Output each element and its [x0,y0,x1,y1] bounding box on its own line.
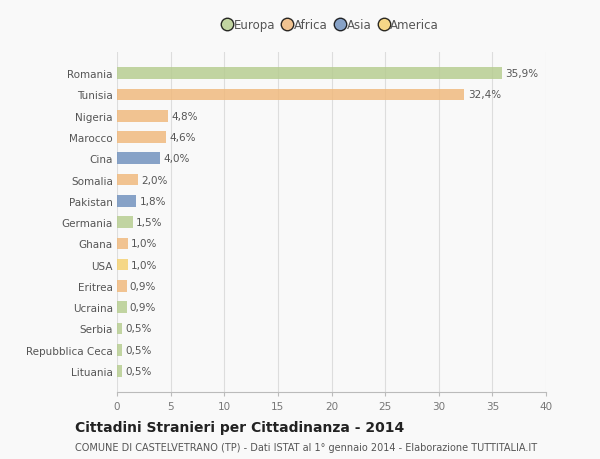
Text: COMUNE DI CASTELVETRANO (TP) - Dati ISTAT al 1° gennaio 2014 - Elaborazione TUTT: COMUNE DI CASTELVETRANO (TP) - Dati ISTA… [75,442,537,452]
Bar [117,344,122,356]
Text: 1,8%: 1,8% [140,196,166,207]
Text: 4,6%: 4,6% [170,133,196,143]
Text: 0,5%: 0,5% [125,366,152,376]
Text: 2,0%: 2,0% [142,175,168,185]
Bar [117,280,127,292]
Bar [117,132,166,144]
Text: 0,5%: 0,5% [125,324,152,334]
Text: 4,0%: 4,0% [163,154,190,164]
Bar [117,111,169,123]
Text: 32,4%: 32,4% [468,90,501,100]
Bar [117,153,160,165]
Text: 0,9%: 0,9% [130,302,156,313]
Bar [117,302,127,313]
Text: 1,0%: 1,0% [131,239,157,249]
Bar [117,323,122,335]
Bar [117,68,502,80]
Text: 4,8%: 4,8% [172,112,198,122]
Text: Cittadini Stranieri per Cittadinanza - 2014: Cittadini Stranieri per Cittadinanza - 2… [75,420,404,434]
Legend: Europa, Africa, Asia, America: Europa, Africa, Asia, America [220,15,443,37]
Text: 1,0%: 1,0% [131,260,157,270]
Text: 1,5%: 1,5% [136,218,163,228]
Bar [117,174,139,186]
Bar [117,90,464,101]
Bar [117,365,122,377]
Text: 35,9%: 35,9% [505,69,538,79]
Bar [117,259,128,271]
Bar [117,238,128,250]
Text: 0,5%: 0,5% [125,345,152,355]
Text: 0,9%: 0,9% [130,281,156,291]
Bar [117,217,133,229]
Bar [117,196,136,207]
